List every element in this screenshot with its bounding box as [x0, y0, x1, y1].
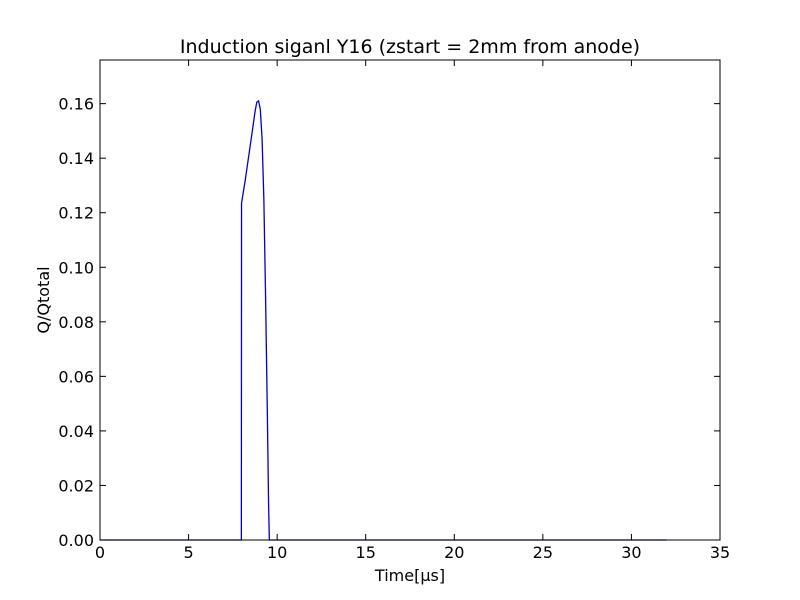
plot-frame	[99, 59, 721, 541]
y-tick-label: 0.02	[58, 476, 94, 495]
y-tick-label: 0.00	[58, 531, 94, 550]
x-tick-label: 5	[183, 543, 193, 562]
y-axis-label: Q/Qtotal	[34, 266, 53, 333]
x-tick-label: 20	[444, 543, 464, 562]
plot-series	[100, 99, 667, 541]
x-tick-label: 0	[95, 543, 105, 562]
y-tick-label: 0.16	[58, 95, 94, 114]
x-tick-label: 30	[621, 543, 641, 562]
x-tick-label: 10	[267, 543, 287, 562]
x-tick-label: 15	[356, 543, 376, 562]
x-tick-label: 35	[710, 543, 730, 562]
y-tick-label: 0.04	[58, 422, 94, 441]
chart-title: Induction siganl Y16 (zstart = 2mm from …	[180, 36, 640, 58]
y-axis: 0.00 0.02 0.04 0.06 0.08 0.10 0.12 0.14 0.16	[58, 95, 720, 550]
y-tick-label: 0.06	[58, 367, 94, 386]
x-axis-label: Time[μs]	[374, 566, 445, 585]
y-tick-label: 0.10	[58, 258, 94, 277]
x-tick-label: 25	[533, 543, 553, 562]
y-tick-label: 0.08	[58, 313, 94, 332]
x-axis: 0 5 10 15 20 25 30 35	[95, 60, 730, 562]
y-tick-label: 0.14	[58, 149, 94, 168]
series-line	[100, 99, 667, 541]
y-tick-label: 0.12	[58, 204, 94, 223]
